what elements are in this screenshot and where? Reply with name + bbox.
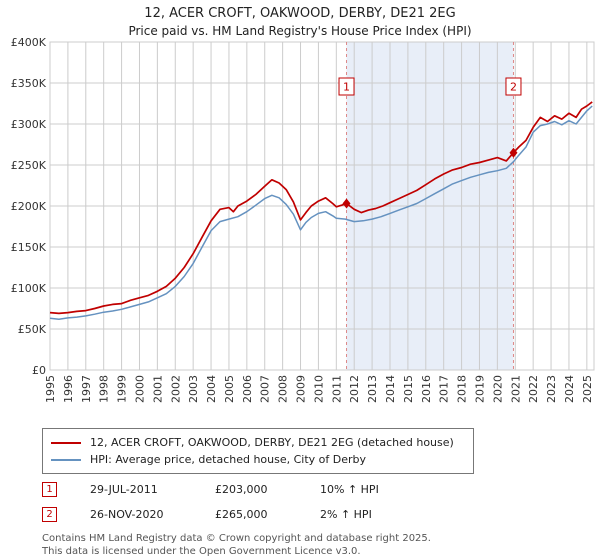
svg-text:£150K: £150K xyxy=(11,241,47,254)
svg-text:2017: 2017 xyxy=(438,375,451,403)
svg-text:2023: 2023 xyxy=(545,375,558,403)
footer-line-2: This data is licensed under the Open Gov… xyxy=(42,546,361,557)
svg-text:2015: 2015 xyxy=(402,375,415,403)
svg-text:£350K: £350K xyxy=(11,77,47,90)
legend-line-swatch-hpi xyxy=(51,458,81,461)
sale-hpi-delta-1: 10% ↑ HPI xyxy=(320,483,379,496)
svg-text:1999: 1999 xyxy=(116,375,129,403)
sale-price-1: £203,000 xyxy=(215,483,268,496)
svg-text:2007: 2007 xyxy=(259,375,272,403)
svg-text:1998: 1998 xyxy=(98,375,111,403)
svg-text:2008: 2008 xyxy=(277,375,290,403)
svg-text:2024: 2024 xyxy=(563,375,576,403)
svg-text:£400K: £400K xyxy=(11,38,47,49)
svg-text:2003: 2003 xyxy=(187,375,200,403)
sale-row-1: 1 29-JUL-2011 £203,000 10% ↑ HPI xyxy=(42,482,600,497)
chart-titles: 12, ACER CROFT, OAKWOOD, DERBY, DE21 2EG… xyxy=(0,0,600,38)
page-title: 12, ACER CROFT, OAKWOOD, DERBY, DE21 2EG xyxy=(144,6,456,21)
svg-text:£100K: £100K xyxy=(11,282,47,295)
svg-text:1995: 1995 xyxy=(44,375,57,403)
svg-text:2002: 2002 xyxy=(169,375,182,403)
svg-text:£0: £0 xyxy=(32,364,46,377)
svg-text:2: 2 xyxy=(510,81,517,94)
svg-text:2006: 2006 xyxy=(241,375,254,403)
legend-row-property: 12, ACER CROFT, OAKWOOD, DERBY, DE21 2EG… xyxy=(51,434,465,451)
sale-price-2: £265,000 xyxy=(215,508,268,521)
svg-text:2010: 2010 xyxy=(312,375,325,403)
svg-text:1997: 1997 xyxy=(80,375,93,403)
svg-text:2009: 2009 xyxy=(295,375,308,403)
legend-label-hpi: HPI: Average price, detached house, City… xyxy=(90,453,367,466)
svg-text:2020: 2020 xyxy=(491,375,504,403)
price-chart: 1 2 £0 £50K £100K £150K £200K £250K £300K £350K £4… xyxy=(11,36,595,403)
svg-text:2005: 2005 xyxy=(223,375,236,403)
svg-text:2004: 2004 xyxy=(205,375,218,403)
attribution-footer: Contains HM Land Registry data © Crown c… xyxy=(42,532,600,558)
svg-text:2019: 2019 xyxy=(473,375,486,403)
legend-label-property: 12, ACER CROFT, OAKWOOD, DERBY, DE21 2EG… xyxy=(90,436,454,449)
svg-text:2011: 2011 xyxy=(330,375,343,403)
footer-line-1: Contains HM Land Registry data © Crown c… xyxy=(42,533,431,544)
sale-date-1: 29-JUL-2011 xyxy=(90,483,158,496)
sale-row-2: 2 26-NOV-2020 £265,000 2% ↑ HPI xyxy=(42,507,600,522)
svg-text:1996: 1996 xyxy=(62,375,75,403)
svg-text:2000: 2000 xyxy=(133,375,146,403)
svg-text:2001: 2001 xyxy=(151,375,164,403)
svg-text:2016: 2016 xyxy=(420,375,433,403)
page-subtitle: Price paid vs. HM Land Registry's House … xyxy=(128,24,472,38)
legend-line-swatch-property xyxy=(51,441,81,444)
sale-date-2: 26-NOV-2020 xyxy=(90,508,164,521)
sale-number-badge-1: 1 xyxy=(42,482,57,497)
svg-text:2012: 2012 xyxy=(348,375,361,403)
sale-number-badge-2: 2 xyxy=(42,507,57,522)
svg-text:2022: 2022 xyxy=(527,375,540,403)
svg-text:2014: 2014 xyxy=(384,375,397,403)
svg-text:£200K: £200K xyxy=(11,200,47,213)
sale-hpi-delta-2: 2% ↑ HPI xyxy=(320,508,372,521)
svg-text:1: 1 xyxy=(343,81,350,94)
svg-text:2013: 2013 xyxy=(366,375,379,403)
legend-row-hpi: HPI: Average price, detached house, City… xyxy=(51,451,465,468)
svg-text:£300K: £300K xyxy=(11,118,47,131)
svg-text:2025: 2025 xyxy=(581,375,594,403)
svg-text:£50K: £50K xyxy=(18,323,47,336)
svg-text:2021: 2021 xyxy=(509,375,522,403)
legend: 12, ACER CROFT, OAKWOOD, DERBY, DE21 2EG… xyxy=(42,428,474,474)
svg-text:£250K: £250K xyxy=(11,159,47,172)
sales-table: 1 29-JUL-2011 £203,000 10% ↑ HPI 2 26-NO… xyxy=(42,482,600,522)
svg-text:2018: 2018 xyxy=(456,375,469,403)
